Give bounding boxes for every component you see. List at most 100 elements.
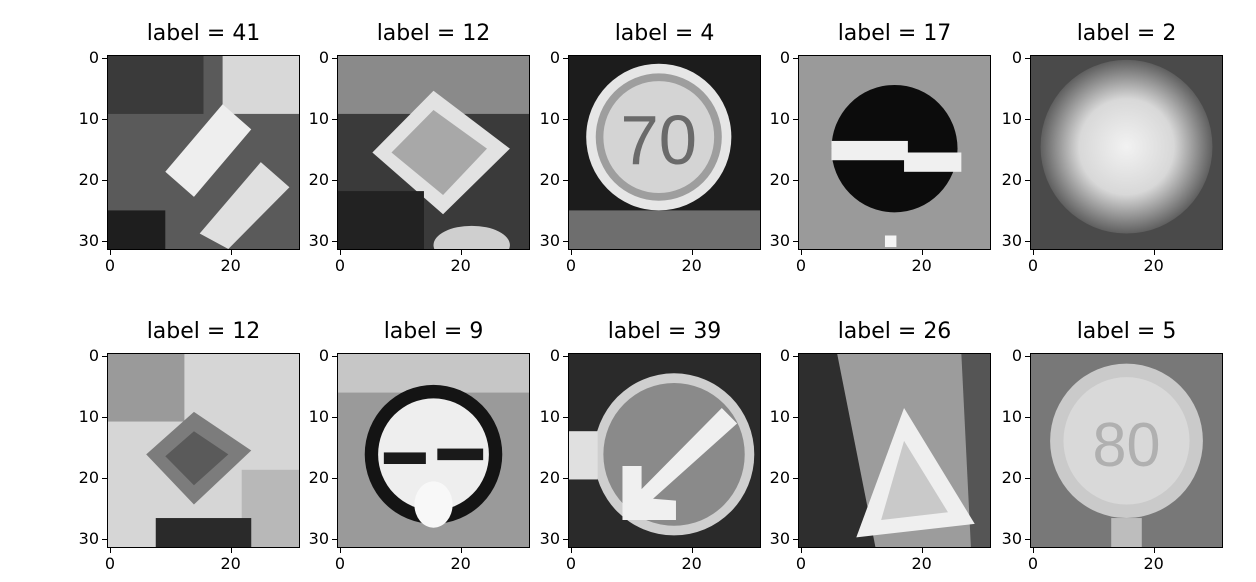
y-tick-mark xyxy=(102,240,107,242)
panel-title: label = 39 xyxy=(607,319,722,344)
y-tick-label: 30 xyxy=(78,230,99,250)
traffic-sign-triangle-image xyxy=(798,353,991,548)
x-tick-mark xyxy=(230,548,232,553)
x-tick-label: 20 xyxy=(1143,554,1164,573)
y-tick-label: 10 xyxy=(78,406,99,426)
x-tick-mark xyxy=(1153,548,1155,553)
traffic-sign-70-limit-image: 70 xyxy=(568,55,761,250)
y-tick-mark xyxy=(102,356,107,358)
panel-title: label = 4 xyxy=(614,21,715,46)
y-tick-label: 20 xyxy=(308,169,329,189)
x-tick-mark xyxy=(921,548,923,553)
y-tick-label: 0 xyxy=(318,346,329,366)
y-tick-mark xyxy=(332,477,337,479)
y-tick-label: 20 xyxy=(1001,467,1022,487)
y-tick-label: 0 xyxy=(549,346,560,366)
x-tick-mark xyxy=(460,250,462,255)
panel-title: label = 41 xyxy=(146,21,261,46)
y-tick-label: 10 xyxy=(769,406,790,426)
x-tick-label: 20 xyxy=(220,256,241,275)
y-tick-mark xyxy=(102,538,107,540)
image-panel: label = 17 0 10 20 30 0 20 xyxy=(770,21,991,275)
x-tick-mark xyxy=(571,548,573,553)
y-tick-label: 0 xyxy=(1011,346,1022,366)
y-tick-label: 30 xyxy=(1001,230,1022,250)
x-tick-mark xyxy=(571,250,573,255)
panel-title: label = 26 xyxy=(837,319,952,344)
y-tick-mark xyxy=(563,118,568,120)
x-tick-mark xyxy=(340,548,342,553)
y-tick-label: 20 xyxy=(769,169,790,189)
y-tick-mark xyxy=(1025,179,1030,181)
panel-title: label = 12 xyxy=(376,21,491,46)
x-tick-label: 20 xyxy=(681,554,702,573)
y-tick-mark xyxy=(793,58,798,60)
y-tick-label: 20 xyxy=(539,467,560,487)
y-tick-label: 30 xyxy=(769,528,790,548)
traffic-sign-no-passing-image xyxy=(337,353,530,548)
y-tick-mark xyxy=(793,538,798,540)
y-tick-label: 30 xyxy=(78,528,99,548)
y-tick-label: 0 xyxy=(779,346,790,366)
panel-title: label = 17 xyxy=(837,21,952,46)
y-tick-label: 30 xyxy=(539,230,560,250)
x-tick-mark xyxy=(1033,548,1035,553)
y-tick-label: 20 xyxy=(308,467,329,487)
panel-title: label = 5 xyxy=(1076,319,1177,344)
y-tick-mark xyxy=(1025,240,1030,242)
y-tick-label: 30 xyxy=(769,230,790,250)
y-tick-mark xyxy=(563,416,568,418)
y-tick-mark xyxy=(563,240,568,242)
image-panel: label = 41 0 10 20 30 0 20 xyxy=(79,21,300,275)
y-tick-mark xyxy=(1025,477,1030,479)
y-tick-mark xyxy=(1025,58,1030,60)
y-tick-label: 30 xyxy=(308,528,329,548)
traffic-sign-80-limit-image: 80 xyxy=(1030,353,1223,548)
x-tick-label: 20 xyxy=(450,256,471,275)
traffic-sign-blurred-circle-image xyxy=(1030,55,1223,250)
image-panel: label = 4 70 0 10 20 30 0 20 xyxy=(540,21,761,275)
y-tick-mark xyxy=(1025,118,1030,120)
y-tick-mark xyxy=(332,58,337,60)
x-tick-mark xyxy=(1033,250,1035,255)
y-tick-mark xyxy=(332,356,337,358)
panel-title: label = 12 xyxy=(146,319,261,344)
x-tick-label: 0 xyxy=(565,256,577,275)
x-tick-mark xyxy=(691,548,693,553)
y-tick-mark xyxy=(332,179,337,181)
x-tick-mark xyxy=(691,250,693,255)
y-tick-mark xyxy=(563,538,568,540)
y-tick-label: 10 xyxy=(308,406,329,426)
traffic-sign-diagonal-bars-image xyxy=(107,55,300,250)
x-tick-label: 0 xyxy=(104,554,116,573)
image-panel: label = 39 0 10 20 30 0 20 xyxy=(540,319,761,573)
traffic-sign-diamond-image xyxy=(107,353,300,548)
x-tick-label: 20 xyxy=(1143,256,1164,275)
x-tick-label: 0 xyxy=(334,554,346,573)
y-tick-mark xyxy=(1025,356,1030,358)
y-tick-mark xyxy=(332,240,337,242)
y-tick-label: 10 xyxy=(308,108,329,128)
y-tick-mark xyxy=(1025,538,1030,540)
x-tick-mark xyxy=(921,250,923,255)
y-tick-mark xyxy=(332,118,337,120)
traffic-sign-keep-left-image xyxy=(568,353,761,548)
y-tick-label: 10 xyxy=(539,108,560,128)
y-tick-mark xyxy=(102,118,107,120)
y-tick-mark xyxy=(332,416,337,418)
x-tick-mark xyxy=(801,548,803,553)
image-panel: label = 2 0 10 20 30 0 20 xyxy=(1002,21,1223,275)
y-tick-mark xyxy=(793,118,798,120)
x-tick-label: 0 xyxy=(334,256,346,275)
x-tick-label: 0 xyxy=(795,554,807,573)
y-tick-mark xyxy=(102,477,107,479)
x-tick-mark xyxy=(340,250,342,255)
panel-title: label = 2 xyxy=(1076,21,1177,46)
image-panel: label = 12 0 10 20 30 0 20 xyxy=(79,319,300,573)
y-tick-label: 0 xyxy=(318,48,329,68)
y-tick-label: 20 xyxy=(539,169,560,189)
image-panel: label = 5 80 0 10 20 30 0 20 xyxy=(1002,319,1223,573)
x-tick-mark xyxy=(110,548,112,553)
image-panel: label = 26 0 10 20 30 0 20 xyxy=(770,319,991,573)
